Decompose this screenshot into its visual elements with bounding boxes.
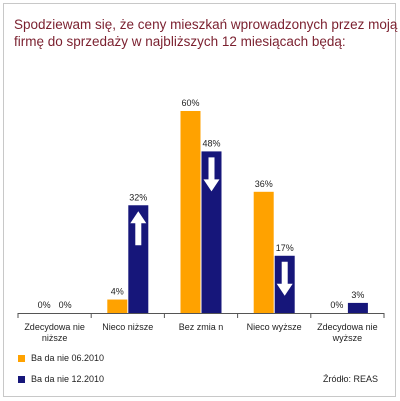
category-label-line: Bez zmia n — [178, 322, 224, 332]
legend-item-12-2010: Ba da nie 12.2010 — [18, 374, 104, 384]
category-label-line: Zdecydowa nie — [24, 322, 85, 332]
bar-dec2010-2 — [201, 151, 222, 313]
legend-item-06-2010: Ba da nie 06.2010 — [18, 353, 104, 363]
chart-frame — [3, 3, 396, 397]
arrow-up-icon — [130, 211, 147, 246]
category-label-0: Zdecydowa nie niższe — [18, 322, 91, 344]
category-label-1: Nieco niższe — [91, 322, 164, 333]
data-label-dec2010-2: 48% — [202, 138, 220, 148]
category-label-line: Nieco wyższe — [246, 322, 302, 332]
category-label-line: wyższe — [332, 333, 363, 343]
bar-dec2010-4 — [347, 302, 368, 313]
bar-jun2010-2 — [180, 111, 201, 313]
title-line-2: firmę do sprzedaży w najbliższych 12 mie… — [14, 34, 346, 49]
arrow-down-icon — [276, 261, 293, 296]
arrow-down-icon — [203, 157, 220, 192]
data-label-jun2010-3: 36% — [255, 179, 273, 189]
legend-swatch-orange — [18, 354, 25, 362]
category-label-2: Bez zmia n — [164, 322, 237, 333]
category-label-line: niższe — [41, 333, 68, 343]
category-label-3: Nieco wyższe — [238, 322, 311, 333]
data-label-jun2010-2: 60% — [181, 98, 199, 108]
data-label-jun2010-1: 4% — [111, 287, 124, 297]
data-label-dec2010-0: 0% — [59, 300, 72, 310]
category-label-4: Zdecydowa nie wyższe — [311, 322, 384, 344]
data-label-dec2010-1: 32% — [129, 192, 147, 202]
title-line-1: Spodziewam się, że ceny mieszkań wprowad… — [14, 17, 398, 32]
bar-jun2010-1 — [107, 299, 128, 313]
source-note: Źródło: REAS — [322, 374, 378, 384]
data-label-dec2010-4: 3% — [351, 290, 364, 300]
legend-label-06-2010: Ba da nie 06.2010 — [31, 353, 105, 363]
legend-label-12-2010: Ba da nie 12.2010 — [31, 374, 105, 384]
data-label-jun2010-0: 0% — [38, 300, 51, 310]
bar-dec2010-1 — [128, 205, 149, 313]
data-label-jun2010-4: 0% — [330, 300, 343, 310]
chart-title: Spodziewam się, że ceny mieszkań wprowad… — [14, 16, 398, 50]
category-label-line: Zdecydowa nie — [317, 322, 378, 332]
bar-jun2010-3 — [253, 191, 274, 313]
category-label-line: Nieco niższe — [102, 322, 154, 332]
legend-swatch-navy — [18, 375, 25, 383]
data-label-dec2010-3: 17% — [276, 243, 294, 253]
